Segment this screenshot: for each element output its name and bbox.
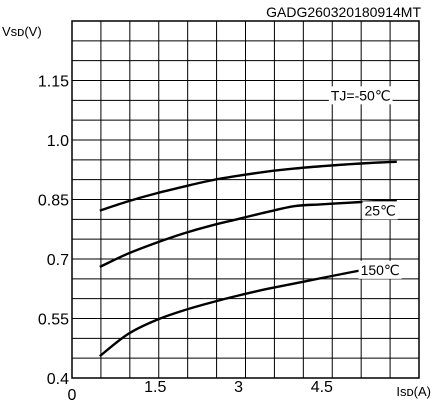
series-label: 150℃ [361, 262, 400, 278]
y-tick-label: 1.0 [47, 133, 69, 150]
series-curve-1 [99, 199, 397, 268]
series-label-background [328, 86, 393, 105]
tick-labels: 0.4 0.55 0.7 0.85 1.0 1.15 0 1.5 3 4.5 [38, 74, 333, 403]
x-tick-label: 3 [234, 379, 243, 396]
plot-frame [71, 20, 420, 379]
series-label-background [358, 260, 402, 279]
chart-title: GADG260320180914MT [266, 4, 421, 20]
series-label: 25℃ [364, 202, 395, 218]
y-tick-label: 0.7 [47, 252, 69, 269]
x-axis-title: Isᴅ(A) [396, 384, 431, 399]
x-tick-label: 0 [68, 387, 77, 403]
x-tick-label: 1.5 [144, 379, 166, 396]
series-curve-2 [99, 262, 398, 358]
labels: GADG260320180914MT Vsᴅ(V) Isᴅ(A) [2, 4, 431, 399]
series-label-background [362, 201, 398, 220]
y-tick-label: 0.4 [47, 371, 69, 388]
curves: TJ=-50℃ 25℃ 150℃ [99, 86, 402, 358]
x-tick-label: 4.5 [311, 379, 333, 396]
y-tick-label: 0.85 [38, 193, 69, 210]
series-curve-0 [99, 160, 397, 212]
y-axis-title: Vsᴅ(V) [2, 24, 42, 39]
y-tick-label: 0.55 [38, 312, 69, 329]
y-tick-label: 1.15 [38, 74, 69, 91]
series-label: TJ=-50℃ [331, 87, 391, 103]
